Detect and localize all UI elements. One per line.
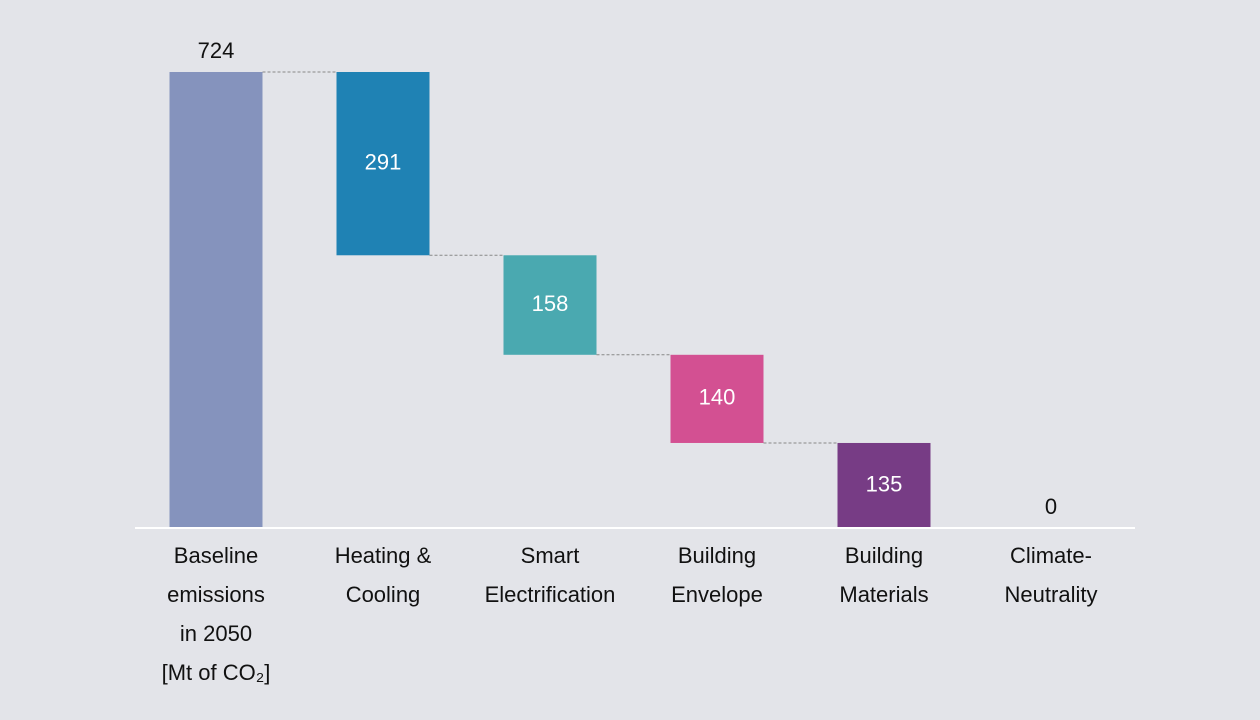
value-label: 135 xyxy=(866,471,903,496)
bar xyxy=(169,72,263,528)
x-tick-label: in 2050 xyxy=(180,621,252,646)
x-tick-label: Materials xyxy=(839,582,928,607)
x-tick-label: Envelope xyxy=(671,582,763,607)
value-label: 158 xyxy=(532,291,569,316)
x-tick-label: Building xyxy=(678,543,756,568)
x-tick-label: Baseline xyxy=(174,543,258,568)
x-tick-label: Electrification xyxy=(485,582,616,607)
bar xyxy=(837,442,931,528)
value-label: 0 xyxy=(1045,494,1057,519)
value-label: 724 xyxy=(198,38,235,63)
bar xyxy=(503,255,597,355)
x-tick-label: Building xyxy=(845,543,923,568)
x-tick-label: Neutrality xyxy=(1005,582,1098,607)
value-label: 291 xyxy=(365,149,402,174)
bar xyxy=(670,354,764,443)
x-tick-label: Smart xyxy=(521,543,580,568)
x-tick-label: emissions xyxy=(167,582,265,607)
value-label: 140 xyxy=(699,385,736,410)
x-tick-label: Heating & xyxy=(335,543,432,568)
x-tick-label: [Mt of CO₂] xyxy=(162,660,271,685)
bar xyxy=(336,72,430,256)
x-tick-label: Climate- xyxy=(1010,543,1092,568)
x-tick-label: Cooling xyxy=(346,582,421,607)
